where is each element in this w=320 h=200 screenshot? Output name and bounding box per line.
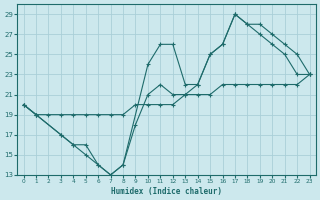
X-axis label: Humidex (Indice chaleur): Humidex (Indice chaleur) (111, 187, 222, 196)
